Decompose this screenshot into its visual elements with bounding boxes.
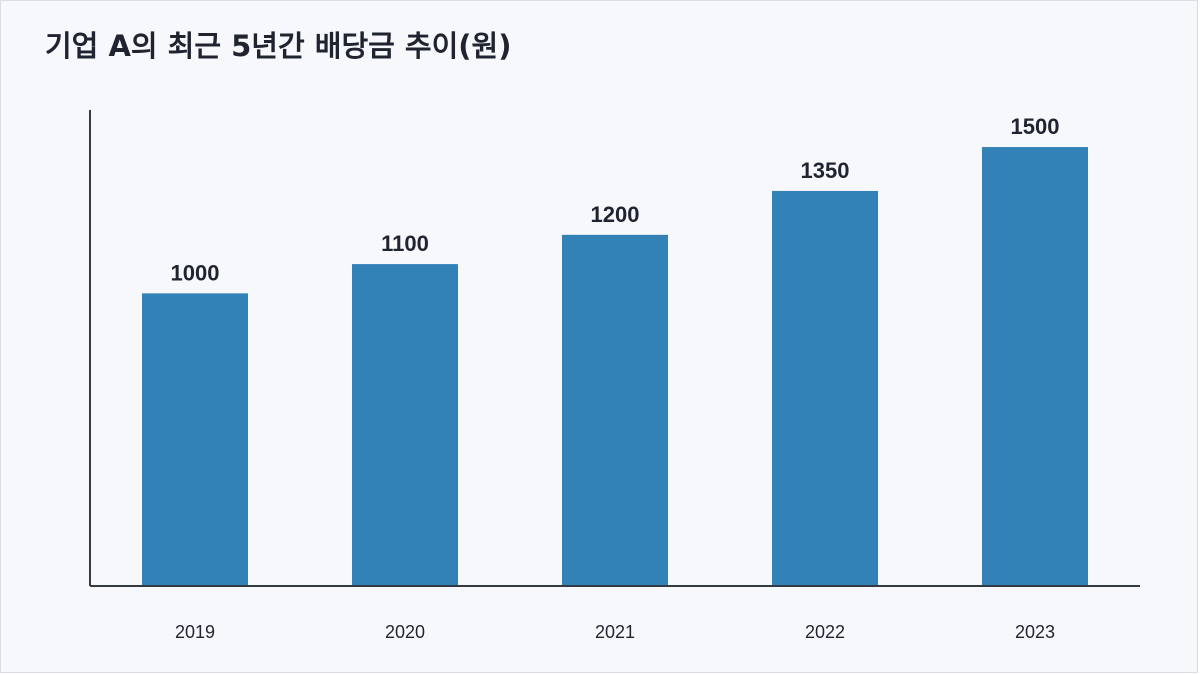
x-tick-label-2021: 2021 <box>595 622 635 642</box>
chart-title: 기업 A의 최근 5년간 배당금 추이(원) <box>45 29 512 63</box>
bar-2019 <box>142 293 248 586</box>
bar-2020 <box>352 264 458 586</box>
value-label-2023: 1500 <box>1011 114 1060 139</box>
bars-group <box>142 147 1088 587</box>
x-tick-labels-group: 2019 2020 2021 2022 2023 <box>175 622 1055 642</box>
x-tick-label-2020: 2020 <box>385 622 425 642</box>
x-tick-label-2023: 2023 <box>1015 622 1055 642</box>
x-tick-label-2019: 2019 <box>175 622 215 642</box>
value-label-2019: 1000 <box>171 260 220 285</box>
bar-2023 <box>982 147 1088 587</box>
value-labels-group: 1000 1100 1200 1350 1500 <box>171 114 1060 285</box>
value-label-2021: 1200 <box>591 202 640 227</box>
bar-2021 <box>562 234 668 586</box>
value-label-2022: 1350 <box>801 158 850 183</box>
x-tick-label-2022: 2022 <box>805 622 845 642</box>
bar-2022 <box>772 190 878 586</box>
value-label-2020: 1100 <box>381 231 429 256</box>
